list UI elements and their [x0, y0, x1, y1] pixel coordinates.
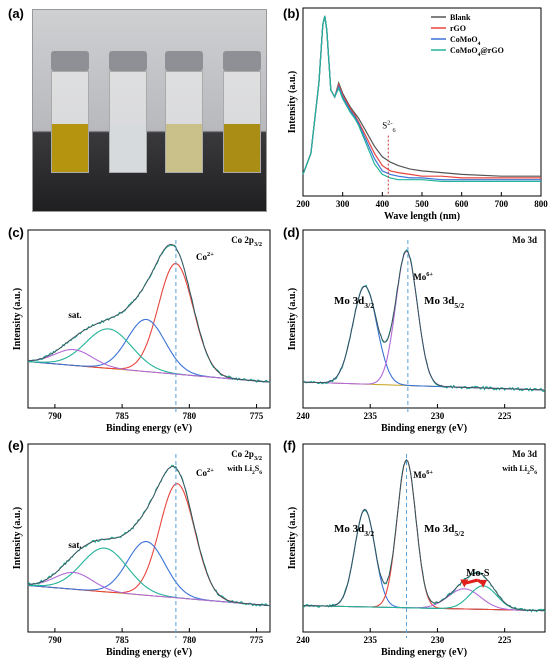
- xps-mo-li2s6-chart: 240 235 230 225 Binding energy (eV) Intensity…: [287, 443, 546, 658]
- raw-data-c: [27, 244, 271, 384]
- raw-data-f: [302, 458, 546, 613]
- x-tick-label-c: 785: [115, 411, 129, 421]
- y-axis-label-d: Intensity (a.u.): [287, 288, 298, 351]
- panel-label-f: (f): [283, 438, 296, 453]
- y-axis-label-f: Intensity (a.u.): [287, 507, 298, 570]
- x-tick-label-b: 700: [495, 199, 509, 209]
- xps-co-chart: 790 785 780 775 Binding energy (eV) Intensity…: [12, 229, 271, 434]
- panel-title-e: Co 2p3/2: [231, 449, 262, 462]
- y-axis-label-b: Intensity (a.u.): [287, 71, 298, 134]
- mo-3d52-annotation: Mo 3d5/2: [424, 523, 464, 538]
- x-tick-label-b: 400: [376, 199, 390, 209]
- mo6-annotation: Mo6+: [413, 469, 433, 480]
- panel-title-c: Co 2p3/2: [231, 235, 262, 248]
- mo-3d32-annotation: Mo 3d3/2: [334, 295, 374, 310]
- co2-annotation: Co2+: [196, 251, 214, 262]
- series-line-0: [302, 15, 541, 177]
- vial-4: [223, 51, 261, 173]
- x-axis-label-c: Binding energy (eV): [106, 423, 192, 434]
- series-line-3: [302, 15, 541, 182]
- panel-label-d: (d): [283, 225, 300, 240]
- x-tick-label-e: 790: [48, 635, 62, 645]
- co2-annotation: Co2+: [196, 467, 214, 478]
- panel-title-f: Mo 3d: [512, 449, 537, 459]
- vials-photo: [32, 9, 267, 212]
- mo6-annotation: Mo6+: [413, 271, 433, 282]
- sat-annotation: sat.: [68, 310, 81, 320]
- fit-peak-c-3: [28, 349, 271, 383]
- vial-1: [51, 51, 89, 173]
- series-line-2: [302, 15, 541, 181]
- legend-entry: Blank: [450, 13, 471, 22]
- panel-label-b: (b): [283, 6, 300, 21]
- x-tick-label-d: 225: [498, 411, 512, 421]
- vial-2: [109, 51, 147, 173]
- x-axis-label-d: Binding energy (eV): [381, 423, 467, 434]
- x-tick-label-e: 775: [250, 635, 264, 645]
- legend-entry: CoMoO4: [450, 35, 481, 47]
- x-axis-label-b: Wave length (nm): [384, 211, 460, 222]
- xps-mo-chart: 240 235 230 225 Binding energy (eV) Intensity…: [287, 229, 546, 434]
- raw-data-e: [27, 464, 271, 607]
- series-line-1: [302, 15, 541, 179]
- xps-co-li2s6-chart: 790 785 780 775 Binding energy (eV) Intensity…: [12, 443, 271, 658]
- x-axis-label-e: Binding energy (eV): [106, 647, 192, 658]
- x-tick-label-b: 600: [455, 199, 469, 209]
- fit-peak-f-1: [303, 459, 545, 612]
- envelope-c: [27, 243, 271, 383]
- y-axis-label-e: Intensity (a.u.): [12, 507, 23, 570]
- fit-peak-e-0: [27, 483, 271, 607]
- envelope-d: [303, 250, 545, 391]
- x-tick-label-f: 225: [498, 635, 512, 645]
- legend-entry: CoMoO4@rGO: [450, 46, 504, 58]
- x-tick-label-c: 780: [183, 411, 197, 421]
- x-axis-label-f: Binding energy (eV): [381, 647, 467, 658]
- panel-subtitle-f: with Li2S6: [502, 464, 537, 476]
- envelope-f: [303, 459, 545, 611]
- mo-s-annotation: Mo-S: [466, 568, 490, 579]
- x-tick-label-d: 240: [296, 411, 310, 421]
- plot-frame-c: [27, 229, 271, 409]
- panel-subtitle-e: with Li2S6: [227, 464, 262, 476]
- x-tick-label-c: 790: [48, 411, 62, 421]
- panel-label-c: (c): [8, 225, 24, 240]
- plot-frame-d: [302, 229, 546, 409]
- x-tick-label-e: 785: [115, 635, 129, 645]
- x-tick-label-d: 230: [431, 411, 445, 421]
- x-tick-label-f: 240: [296, 635, 310, 645]
- plot-frame-f: [302, 443, 546, 633]
- x-tick-label-d: 235: [363, 411, 377, 421]
- fit-peak-f-2: [303, 588, 545, 612]
- plot-frame-b: [302, 7, 542, 197]
- x-tick-label-e: 780: [183, 635, 197, 645]
- s6-annotation: S2-6: [382, 120, 395, 134]
- mo-s-arrowhead-1: [479, 579, 488, 588]
- panel-title-d: Mo 3d: [512, 235, 537, 245]
- vial-3: [165, 51, 203, 173]
- envelope-e: [27, 465, 271, 606]
- mo-3d52-annotation: Mo 3d5/2: [424, 295, 464, 310]
- mo-3d32-annotation: Mo 3d3/2: [334, 523, 374, 538]
- panel-label-a: (a): [8, 6, 24, 21]
- x-tick-label-f: 230: [431, 635, 445, 645]
- x-tick-label-c: 775: [250, 411, 264, 421]
- fit-peak-e-2: [27, 547, 271, 607]
- mo-s-arrowhead-0: [460, 579, 469, 588]
- x-tick-label-b: 300: [336, 199, 350, 209]
- x-tick-label-b: 800: [534, 199, 548, 209]
- x-tick-label-b: 500: [415, 199, 429, 209]
- x-tick-label-b: 200: [296, 199, 310, 209]
- x-tick-label-f: 235: [363, 635, 377, 645]
- uv-vis-chart: 200 300 400 500 600 700 800 Wave length (nm) Int…: [287, 7, 548, 222]
- sat-annotation: sat.: [68, 540, 81, 550]
- panel-label-e: (e): [8, 438, 24, 453]
- plot-frame-e: [27, 443, 271, 633]
- y-axis-label-c: Intensity (a.u.): [12, 288, 23, 351]
- legend-entry: rGO: [450, 24, 466, 33]
